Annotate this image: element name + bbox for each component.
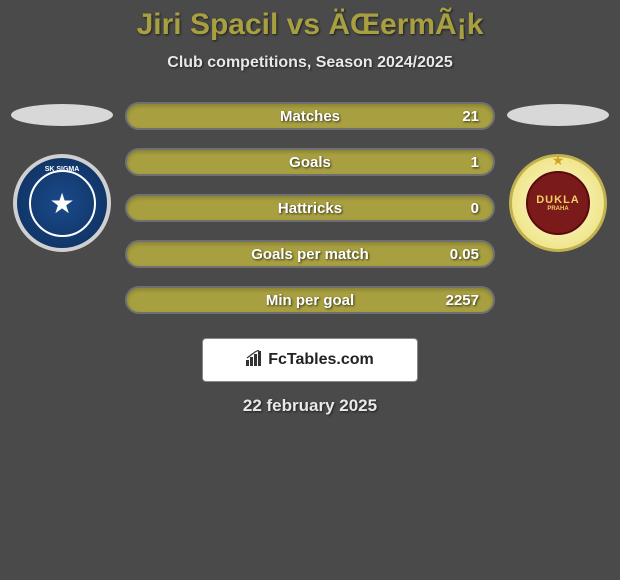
- star-icon: ★: [49, 187, 74, 220]
- right-badge-sub: PRAHA: [547, 206, 568, 212]
- stat-label: Goals per match: [251, 246, 369, 263]
- stat-bar-goals: Goals 1: [125, 148, 495, 176]
- subtitle: Club competitions, Season 2024/2025: [0, 54, 620, 72]
- right-club-badge: ★ DUKLA PRAHA: [509, 154, 607, 252]
- star-icon: ★: [552, 152, 565, 169]
- stat-value: 0: [471, 200, 479, 217]
- stat-label: Hattricks: [278, 200, 342, 217]
- right-badge-inner: DUKLA PRAHA: [526, 171, 590, 235]
- stat-value: 0.05: [450, 246, 479, 263]
- stat-bars: Matches 21 Goals 1 Hattricks 0 Goals per…: [125, 102, 495, 314]
- left-column: SK SIGMA ★: [7, 102, 117, 252]
- stat-label: Goals: [289, 154, 331, 171]
- stat-bar-matches: Matches 21: [125, 102, 495, 130]
- brand-box[interactable]: FcTables.com: [202, 338, 418, 382]
- stat-bar-gpm: Goals per match 0.05: [125, 240, 495, 268]
- stat-label: Min per goal: [266, 292, 354, 309]
- stat-value: 1: [471, 154, 479, 171]
- left-club-badge: SK SIGMA ★: [13, 154, 111, 252]
- stats-area: SK SIGMA ★ Matches 21 Goals 1 Hattricks …: [0, 102, 620, 314]
- stat-label: Matches: [280, 108, 340, 125]
- page-title: Jiri Spacil vs ÄŒermÃ¡k: [0, 8, 620, 42]
- left-player-ellipse: [11, 104, 113, 126]
- brand-text: FcTables.com: [268, 351, 374, 369]
- right-column: ★ DUKLA PRAHA: [503, 102, 613, 252]
- left-badge-top-text: SK SIGMA: [45, 166, 80, 173]
- stat-bar-mpg: Min per goal 2257: [125, 286, 495, 314]
- right-badge-text: DUKLA: [536, 194, 580, 206]
- comparison-card: Jiri Spacil vs ÄŒermÃ¡k Club competition…: [0, 0, 620, 416]
- stat-bar-hattricks: Hattricks 0: [125, 194, 495, 222]
- chart-icon: [246, 350, 264, 371]
- date-text: 22 february 2025: [0, 396, 620, 416]
- stat-value: 2257: [446, 292, 479, 309]
- stat-value: 21: [462, 108, 479, 125]
- right-player-ellipse: [507, 104, 609, 126]
